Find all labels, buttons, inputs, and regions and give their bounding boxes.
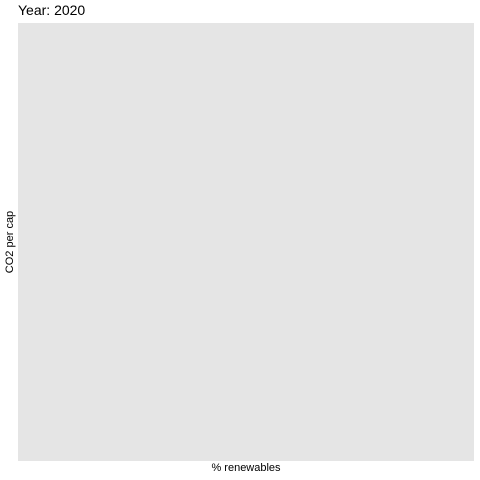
plot-panel-background: [18, 23, 474, 461]
y-axis-label: CO2 per cap: [4, 210, 16, 274]
chart-title: Year: 2020: [18, 2, 86, 18]
x-axis-label: % renewables: [211, 462, 281, 474]
plot-panel: [18, 23, 474, 461]
